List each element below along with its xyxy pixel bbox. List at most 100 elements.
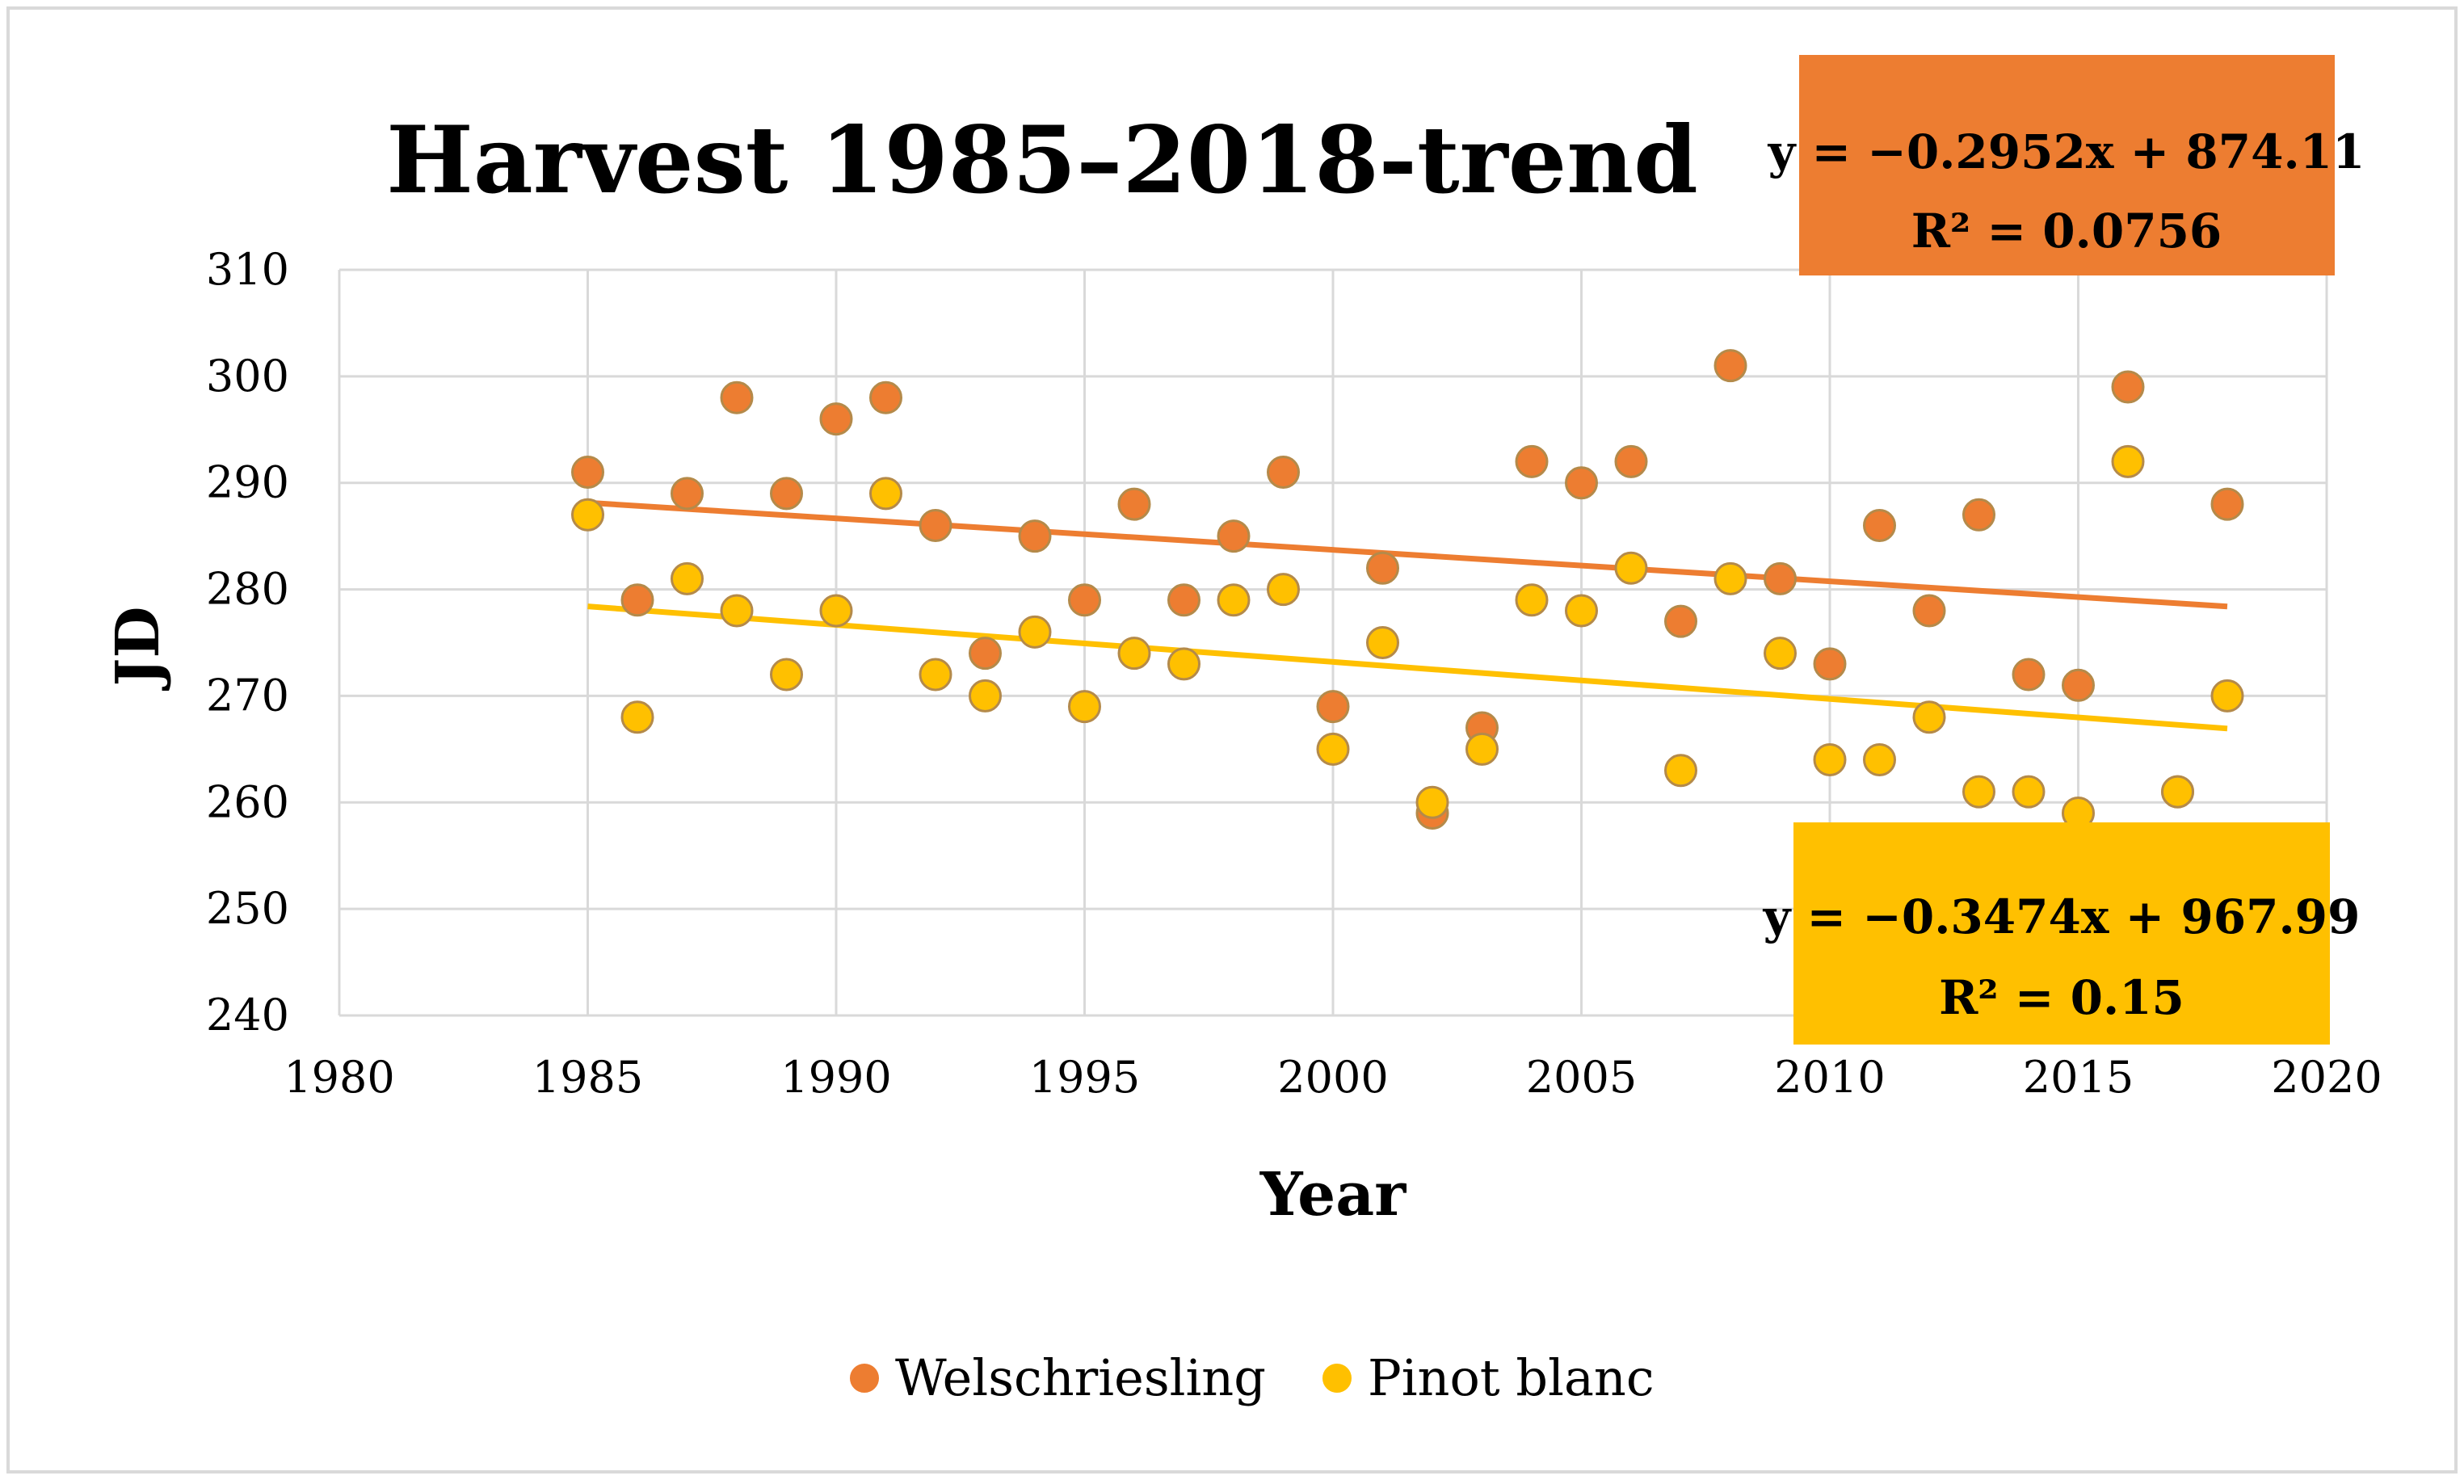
- data-point-welschriesling: [1515, 444, 1549, 478]
- data-point-pinot-blanc: [819, 594, 853, 628]
- data-point-pinot-blanc: [2161, 775, 2194, 809]
- x-axis-title: Year: [1259, 1160, 1406, 1230]
- data-point-pinot-blanc: [1565, 594, 1598, 628]
- data-point-pinot-blanc: [2210, 679, 2244, 713]
- data-point-pinot-blanc: [1267, 573, 1300, 607]
- data-point-welschriesling: [869, 380, 902, 414]
- data-point-pinot-blanc: [1117, 637, 1151, 671]
- y-tick-label: 290: [206, 457, 289, 508]
- y-tick-label: 240: [206, 990, 289, 1040]
- data-point-pinot-blanc: [1813, 743, 1847, 777]
- data-point-pinot-blanc: [2111, 444, 2145, 478]
- data-point-welschriesling: [620, 583, 654, 617]
- data-point-welschriesling: [1863, 508, 1896, 542]
- x-tick-label: 1990: [780, 1052, 891, 1103]
- data-point-pinot-blanc: [770, 658, 803, 692]
- data-point-pinot-blanc: [720, 594, 754, 628]
- data-point-welschriesling: [2111, 370, 2145, 404]
- trend-label-pinot-blanc: y = −0.3474x + 967.99 R² = 0.15: [1763, 822, 2361, 1045]
- x-tick-label: 2005: [1526, 1052, 1637, 1103]
- data-point-welschriesling: [2062, 668, 2095, 702]
- x-tick-label: 2010: [1774, 1052, 1885, 1103]
- data-point-pinot-blanc: [1912, 700, 1946, 734]
- data-point-welschriesling: [1167, 583, 1200, 617]
- trend-equation-welschriesling: y = −0.2952x + 874.11: [1768, 124, 2365, 179]
- data-point-pinot-blanc: [1764, 637, 1797, 671]
- data-point-pinot-blanc: [1068, 690, 1101, 724]
- x-tick-label: 2015: [2023, 1052, 2134, 1103]
- data-point-welschriesling: [1267, 456, 1300, 490]
- data-point-welschriesling: [1316, 690, 1350, 724]
- data-point-welschriesling: [1117, 487, 1151, 521]
- trendlines: [587, 499, 2228, 732]
- data-point-welschriesling: [1813, 647, 1847, 681]
- x-tick-label: 2020: [2271, 1052, 2382, 1103]
- legend: Welschriesling Pinot blanc: [850, 1348, 1655, 1407]
- data-point-welschriesling: [1664, 604, 1697, 638]
- data-point-welschriesling: [919, 508, 952, 542]
- data-point-welschriesling: [1217, 519, 1251, 553]
- data-point-pinot-blanc: [919, 658, 952, 692]
- x-tick-label: 1995: [1029, 1052, 1140, 1103]
- data-point-welschriesling: [1764, 561, 1797, 595]
- data-point-pinot-blanc: [1863, 743, 1896, 777]
- data-point-pinot-blanc: [969, 679, 1002, 713]
- data-point-pinot-blanc: [1614, 551, 1648, 585]
- data-point-welschriesling: [571, 456, 604, 490]
- legend-label-pinot-blanc: Pinot blanc: [1368, 1348, 1655, 1407]
- data-point-pinot-blanc: [1316, 732, 1350, 766]
- data-point-welschriesling: [1713, 349, 1747, 383]
- data-point-welschriesling: [1366, 551, 1399, 585]
- trendline-welschriesling: [587, 499, 2228, 610]
- trend-r2-pinot-blanc: R² = 0.15: [1939, 970, 2184, 1025]
- x-tick-label: 1985: [532, 1052, 643, 1103]
- chart-title: Harvest 1985–2018-trend: [386, 106, 1698, 214]
- trend-equation-pinot-blanc: y = −0.3474x + 967.99: [1763, 889, 2361, 944]
- data-point-welschriesling: [1565, 466, 1598, 500]
- y-axis-title: JD: [103, 606, 173, 691]
- trend-label-welschriesling: y = −0.2952x + 874.11 R² = 0.0756: [1768, 55, 2365, 275]
- data-point-pinot-blanc: [1465, 732, 1499, 766]
- trendline-pinot-blanc: [587, 603, 2228, 732]
- data-point-welschriesling: [770, 477, 803, 511]
- trend-label-box-pinot-blanc: [1793, 822, 2330, 1045]
- data-point-pinot-blanc: [1167, 647, 1200, 681]
- data-point-pinot-blanc: [1366, 626, 1399, 659]
- data-point-welschriesling: [671, 477, 704, 511]
- data-point-welschriesling: [1018, 519, 1052, 553]
- trend-label-box-welschriesling: [1799, 55, 2335, 275]
- data-points: [571, 349, 2244, 830]
- data-point-pinot-blanc: [1018, 615, 1052, 649]
- trend-r2-welschriesling: R² = 0.0756: [1911, 204, 2222, 259]
- data-point-pinot-blanc: [1515, 583, 1549, 617]
- data-point-pinot-blanc: [1415, 785, 1449, 819]
- data-point-pinot-blanc: [2012, 775, 2046, 809]
- data-point-welschriesling: [819, 402, 853, 436]
- axes: 240 250 260 270 280 290 300 310 1980 1985 1990 1995…: [206, 244, 2382, 1103]
- x-tick-label: 2000: [1277, 1052, 1388, 1103]
- data-point-pinot-blanc: [571, 498, 604, 532]
- data-point-welschriesling: [969, 637, 1002, 671]
- data-point-pinot-blanc: [1713, 561, 1747, 595]
- legend-label-welschriesling: Welschriesling: [895, 1348, 1266, 1407]
- data-point-welschriesling: [720, 380, 754, 414]
- data-point-pinot-blanc: [869, 477, 902, 511]
- legend-marker-welschriesling: [850, 1364, 879, 1393]
- data-point-welschriesling: [1614, 444, 1648, 478]
- y-tick-label: 300: [206, 351, 289, 401]
- y-tick-label: 310: [206, 244, 289, 295]
- y-tick-label: 260: [206, 776, 289, 827]
- y-tick-label: 250: [206, 883, 289, 934]
- data-point-pinot-blanc: [620, 700, 654, 734]
- data-point-welschriesling: [1962, 498, 1995, 532]
- data-point-welschriesling: [1068, 583, 1101, 617]
- data-point-welschriesling: [2012, 658, 2046, 692]
- data-point-pinot-blanc: [1217, 583, 1251, 617]
- y-tick-label: 270: [206, 670, 289, 721]
- data-point-pinot-blanc: [1962, 775, 1995, 809]
- data-point-welschriesling: [1912, 594, 1946, 628]
- legend-marker-pinot-blanc: [1322, 1364, 1352, 1393]
- data-point-pinot-blanc: [1664, 754, 1697, 788]
